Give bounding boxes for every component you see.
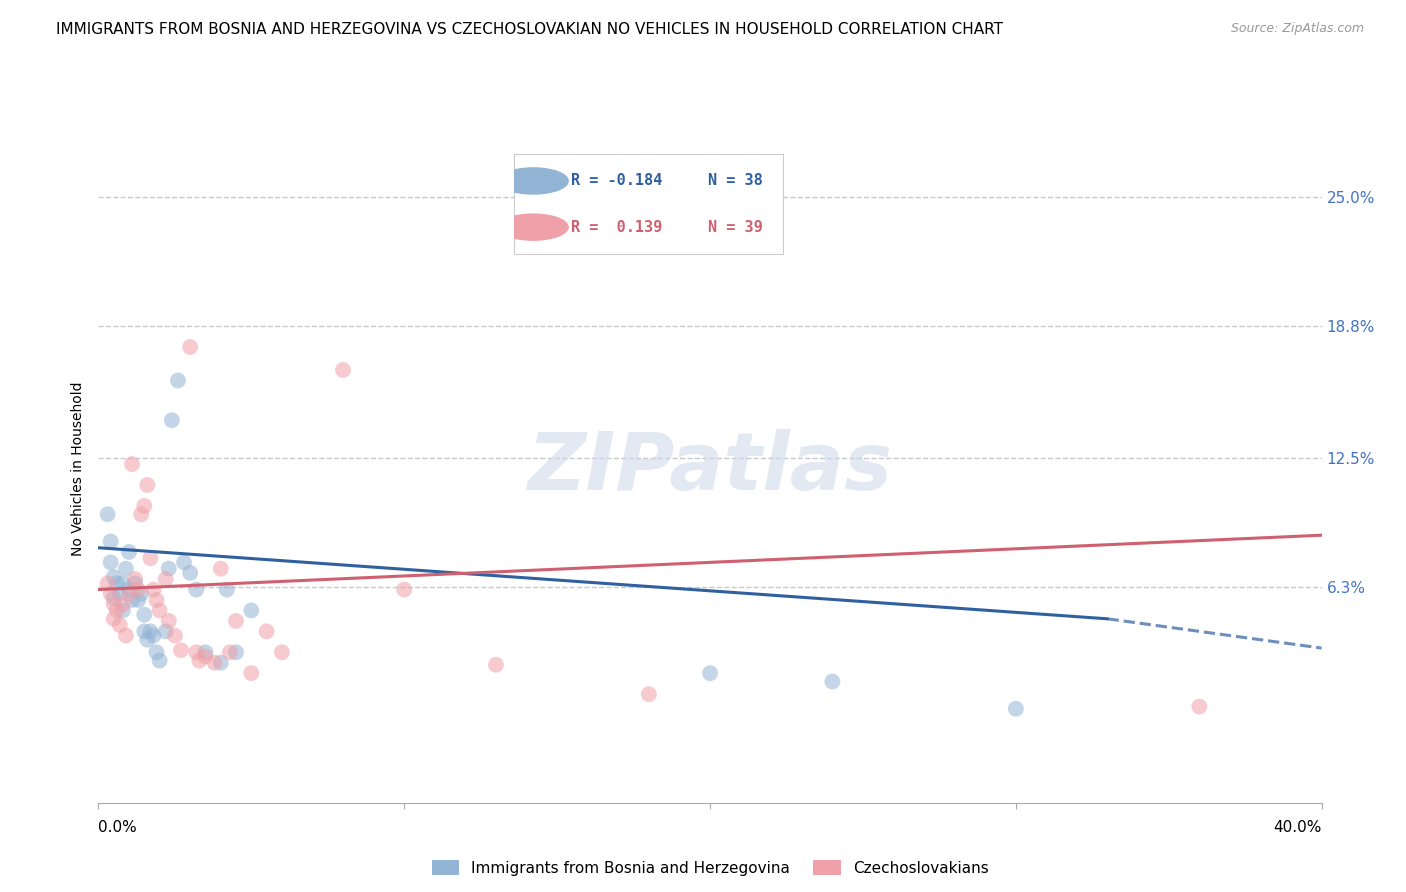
Text: ZIPatlas: ZIPatlas — [527, 429, 893, 508]
Point — [179, 566, 201, 580]
Point — [821, 674, 844, 689]
Circle shape — [498, 168, 568, 194]
Point — [225, 645, 247, 659]
Point — [219, 645, 242, 659]
Text: 40.0%: 40.0% — [1274, 820, 1322, 835]
Text: Source: ZipAtlas.com: Source: ZipAtlas.com — [1230, 22, 1364, 36]
Point — [699, 666, 721, 681]
Point — [127, 582, 149, 597]
Point — [209, 562, 232, 576]
Point — [115, 562, 138, 576]
Point — [240, 603, 263, 617]
Point — [204, 656, 226, 670]
Point — [103, 612, 125, 626]
Point — [129, 508, 152, 522]
Point — [167, 374, 190, 388]
Point — [111, 597, 134, 611]
Point — [111, 603, 134, 617]
Point — [157, 614, 180, 628]
Point — [160, 413, 183, 427]
Point — [100, 587, 122, 601]
Point — [124, 572, 146, 586]
Point — [139, 551, 162, 566]
Text: R =  0.139: R = 0.139 — [571, 219, 662, 235]
Point — [145, 593, 167, 607]
Text: N = 38: N = 38 — [709, 173, 763, 188]
Point — [186, 645, 208, 659]
Y-axis label: No Vehicles in Household: No Vehicles in Household — [72, 381, 86, 556]
Point — [155, 624, 177, 639]
Point — [157, 562, 180, 576]
Point — [100, 534, 122, 549]
Point — [105, 603, 128, 617]
Point — [97, 576, 120, 591]
Point — [118, 545, 141, 559]
Point — [111, 576, 134, 591]
Point — [179, 340, 201, 354]
Point — [103, 591, 125, 605]
Point — [142, 628, 165, 642]
Point — [270, 645, 292, 659]
Point — [332, 363, 354, 377]
Point — [97, 508, 120, 522]
Point — [103, 570, 125, 584]
Point — [134, 624, 156, 639]
Point — [103, 597, 125, 611]
Point — [127, 593, 149, 607]
Point — [256, 624, 278, 639]
Point — [149, 654, 172, 668]
Text: IMMIGRANTS FROM BOSNIA AND HERZEGOVINA VS CZECHOSLOVAKIAN NO VEHICLES IN HOUSEHO: IMMIGRANTS FROM BOSNIA AND HERZEGOVINA V… — [56, 22, 1004, 37]
Point — [173, 555, 195, 569]
Point — [134, 607, 156, 622]
Point — [136, 632, 159, 647]
Point — [124, 576, 146, 591]
Point — [485, 657, 508, 672]
Point — [142, 582, 165, 597]
Point — [100, 555, 122, 569]
Point — [240, 666, 263, 681]
Point — [225, 614, 247, 628]
Point — [1188, 699, 1211, 714]
Point — [209, 656, 232, 670]
Point — [155, 572, 177, 586]
Point — [139, 624, 162, 639]
Point — [163, 628, 186, 642]
Text: 0.0%: 0.0% — [98, 820, 138, 835]
Point — [215, 582, 238, 597]
Point — [129, 587, 152, 601]
Text: R = -0.184: R = -0.184 — [571, 173, 662, 188]
Point — [186, 582, 208, 597]
Point — [108, 618, 131, 632]
Point — [145, 645, 167, 659]
Point — [194, 649, 217, 664]
Text: N = 39: N = 39 — [709, 219, 763, 235]
Point — [121, 457, 143, 471]
Point — [194, 645, 217, 659]
Circle shape — [498, 214, 568, 240]
Legend: Immigrants from Bosnia and Herzegovina, Czechoslovakians: Immigrants from Bosnia and Herzegovina, … — [426, 855, 994, 882]
Point — [134, 499, 156, 513]
Point — [118, 582, 141, 597]
Point — [149, 603, 172, 617]
Point — [136, 478, 159, 492]
Point — [170, 643, 193, 657]
Point — [121, 593, 143, 607]
Point — [108, 587, 131, 601]
Point — [118, 587, 141, 601]
Point — [637, 687, 661, 701]
Point — [1004, 702, 1026, 716]
Point — [115, 628, 138, 642]
Point — [105, 576, 128, 591]
Point — [188, 654, 211, 668]
Point — [392, 582, 416, 597]
